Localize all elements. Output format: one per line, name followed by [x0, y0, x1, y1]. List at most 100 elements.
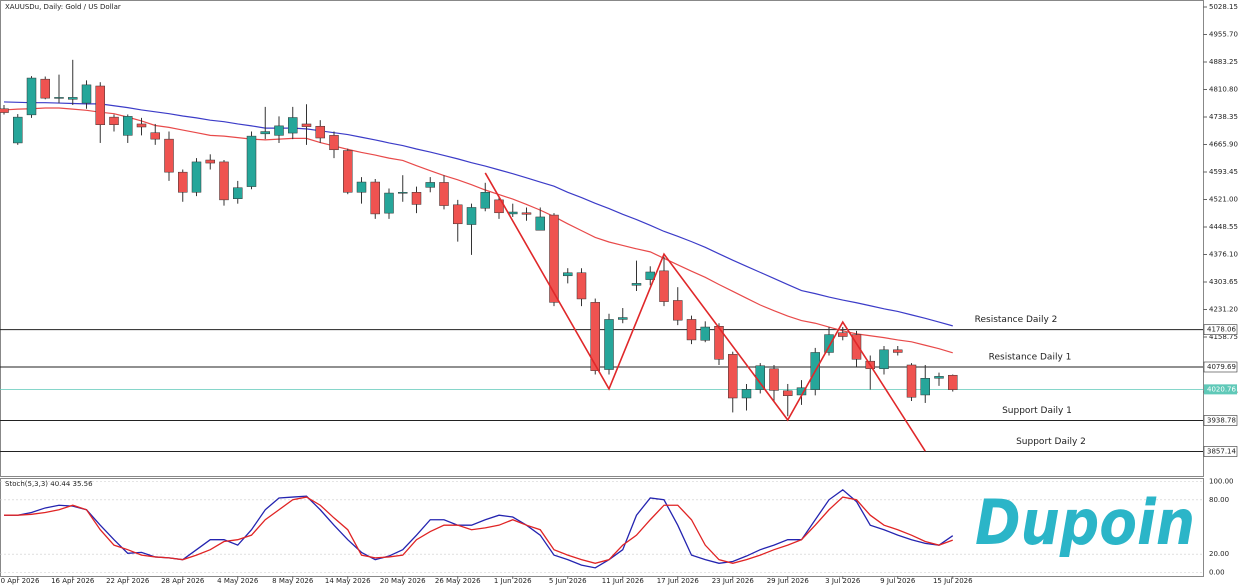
candle-body [411, 192, 422, 205]
candle-body [123, 116, 133, 136]
candle-body [81, 84, 92, 104]
candle-body [439, 182, 449, 206]
candle-body [178, 171, 188, 193]
candle-body [879, 349, 889, 370]
candle-body [576, 272, 587, 300]
zigzag-pattern [484, 172, 926, 452]
candle-body [301, 123, 312, 127]
x-tick-label: 29 Jun 2026 [767, 577, 810, 585]
y-tick-label: 4303.65 [1209, 278, 1238, 286]
stoch-title: Stoch(5,3,3) 40.44 35.56 [5, 480, 93, 488]
x-tick-label: 14 May 2026 [325, 577, 371, 585]
last-price-box [1204, 384, 1237, 395]
y-tick-label: 5028.15 [1209, 3, 1238, 11]
candle-body [260, 131, 270, 135]
candle-body [164, 138, 174, 173]
moving-average [3, 101, 953, 327]
candle-body [95, 85, 105, 125]
candle-body [906, 364, 917, 398]
level-price-box [1203, 446, 1238, 457]
candle-body [191, 161, 202, 193]
candle-body [356, 181, 367, 193]
x-tick-label: 15 Jul 2026 [933, 577, 973, 585]
x-tick-label: 8 May 2026 [272, 577, 314, 585]
level-price: 4079.69 [1207, 363, 1236, 371]
candle-body [246, 135, 257, 187]
candle-body [480, 192, 490, 209]
candle-body [535, 216, 545, 231]
x-tick-label: 22 Apr 2026 [106, 577, 150, 585]
candle-body [728, 354, 738, 399]
x-tick-label: 17 Jun 2026 [657, 577, 700, 585]
candle-body [274, 125, 284, 136]
level-price: 3938.78 [1207, 416, 1236, 424]
candle-body [508, 211, 518, 215]
candle-body [714, 326, 724, 360]
candle-body [549, 214, 559, 303]
candle-body [948, 374, 958, 390]
y-tick-label: 4158.75 [1209, 333, 1238, 341]
candle-body [700, 326, 710, 341]
y-tick-label: 4665.90 [1209, 140, 1238, 148]
x-tick-label: 28 Apr 2026 [161, 577, 205, 585]
candle-body [769, 368, 779, 391]
candle-body [109, 116, 119, 125]
x-tick-label: 5 Jun 2026 [549, 577, 587, 585]
x-tick-label: 9 Jul 2026 [880, 577, 916, 585]
candle-body [136, 123, 147, 128]
candle-body [673, 300, 683, 321]
candle-body [233, 187, 243, 199]
x-tick-label: 3 Jul 2026 [825, 577, 861, 585]
logo: Dupoin [975, 486, 1195, 559]
candle-body [824, 334, 834, 353]
y-tick-label: 4376.10 [1209, 250, 1238, 258]
candle-body [425, 182, 435, 188]
x-tick-label: 20 May 2026 [380, 577, 426, 585]
candle-body [686, 319, 697, 341]
y-tick-label: 20.00 [1209, 550, 1229, 558]
stoch-frame [0, 478, 1204, 577]
candle-body [618, 317, 628, 320]
candle-body [288, 117, 298, 134]
x-tick-label: 11 Jun 2026 [602, 577, 645, 585]
y-tick-label: 4593.45 [1209, 168, 1238, 176]
candle-body [604, 319, 614, 370]
y-tick-label: 4883.25 [1209, 58, 1238, 66]
candle-body [205, 159, 215, 164]
candle-body [741, 389, 752, 399]
symbol-header: XAUUSDu, Daily: Gold / US Dollar [5, 3, 121, 11]
x-tick-label: 16 Apr 2026 [51, 577, 95, 585]
level-label: Resistance Daily 2 [975, 315, 1058, 325]
y-tick-label: 100.00 [1209, 478, 1234, 486]
y-tick-label: 80.00 [1209, 496, 1229, 504]
y-tick-label: 4521.00 [1209, 195, 1238, 203]
candle-body [659, 270, 669, 302]
candle-body [315, 125, 325, 139]
candle-body [343, 150, 353, 193]
candle-body [851, 334, 862, 360]
x-tick-label: 23 Jun 2026 [712, 577, 755, 585]
candle-body [521, 212, 532, 215]
level-label: Support Daily 2 [1016, 437, 1086, 447]
x-tick-label: 10 Apr 2026 [0, 577, 40, 585]
candle-body [934, 376, 944, 379]
stoch-line [4, 496, 953, 564]
candle-body [631, 283, 642, 286]
candle-body [219, 161, 229, 201]
candle-body [384, 192, 394, 214]
last-price-label: 4020.76 [1207, 385, 1236, 393]
x-tick-label: 4 May 2026 [217, 577, 259, 585]
candle-body [563, 272, 573, 277]
candle-body [453, 204, 463, 225]
y-tick-label: 4231.20 [1209, 305, 1238, 313]
candle-body [398, 192, 408, 194]
level-price: 4178.06 [1207, 326, 1236, 334]
candle-body [40, 78, 50, 99]
level-price-box [1203, 415, 1238, 426]
level-price: 3857.14 [1207, 447, 1236, 455]
candle-body [920, 378, 930, 396]
y-tick-label: 4448.55 [1209, 223, 1238, 231]
candle-body [838, 332, 848, 337]
main-frame [0, 0, 1204, 477]
